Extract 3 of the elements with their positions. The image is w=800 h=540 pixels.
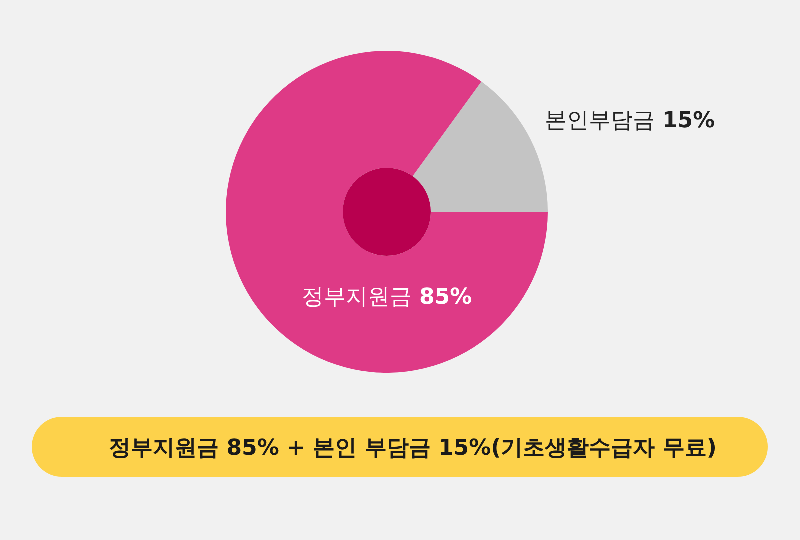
note-text: 정부지원금 85% + 본인 부담금 15%(기초생활수급자 무료)	[109, 436, 717, 461]
slice-label: 본인부담금 15%	[544, 108, 716, 134]
slice-label: 정부지원금 85%	[302, 284, 472, 310]
